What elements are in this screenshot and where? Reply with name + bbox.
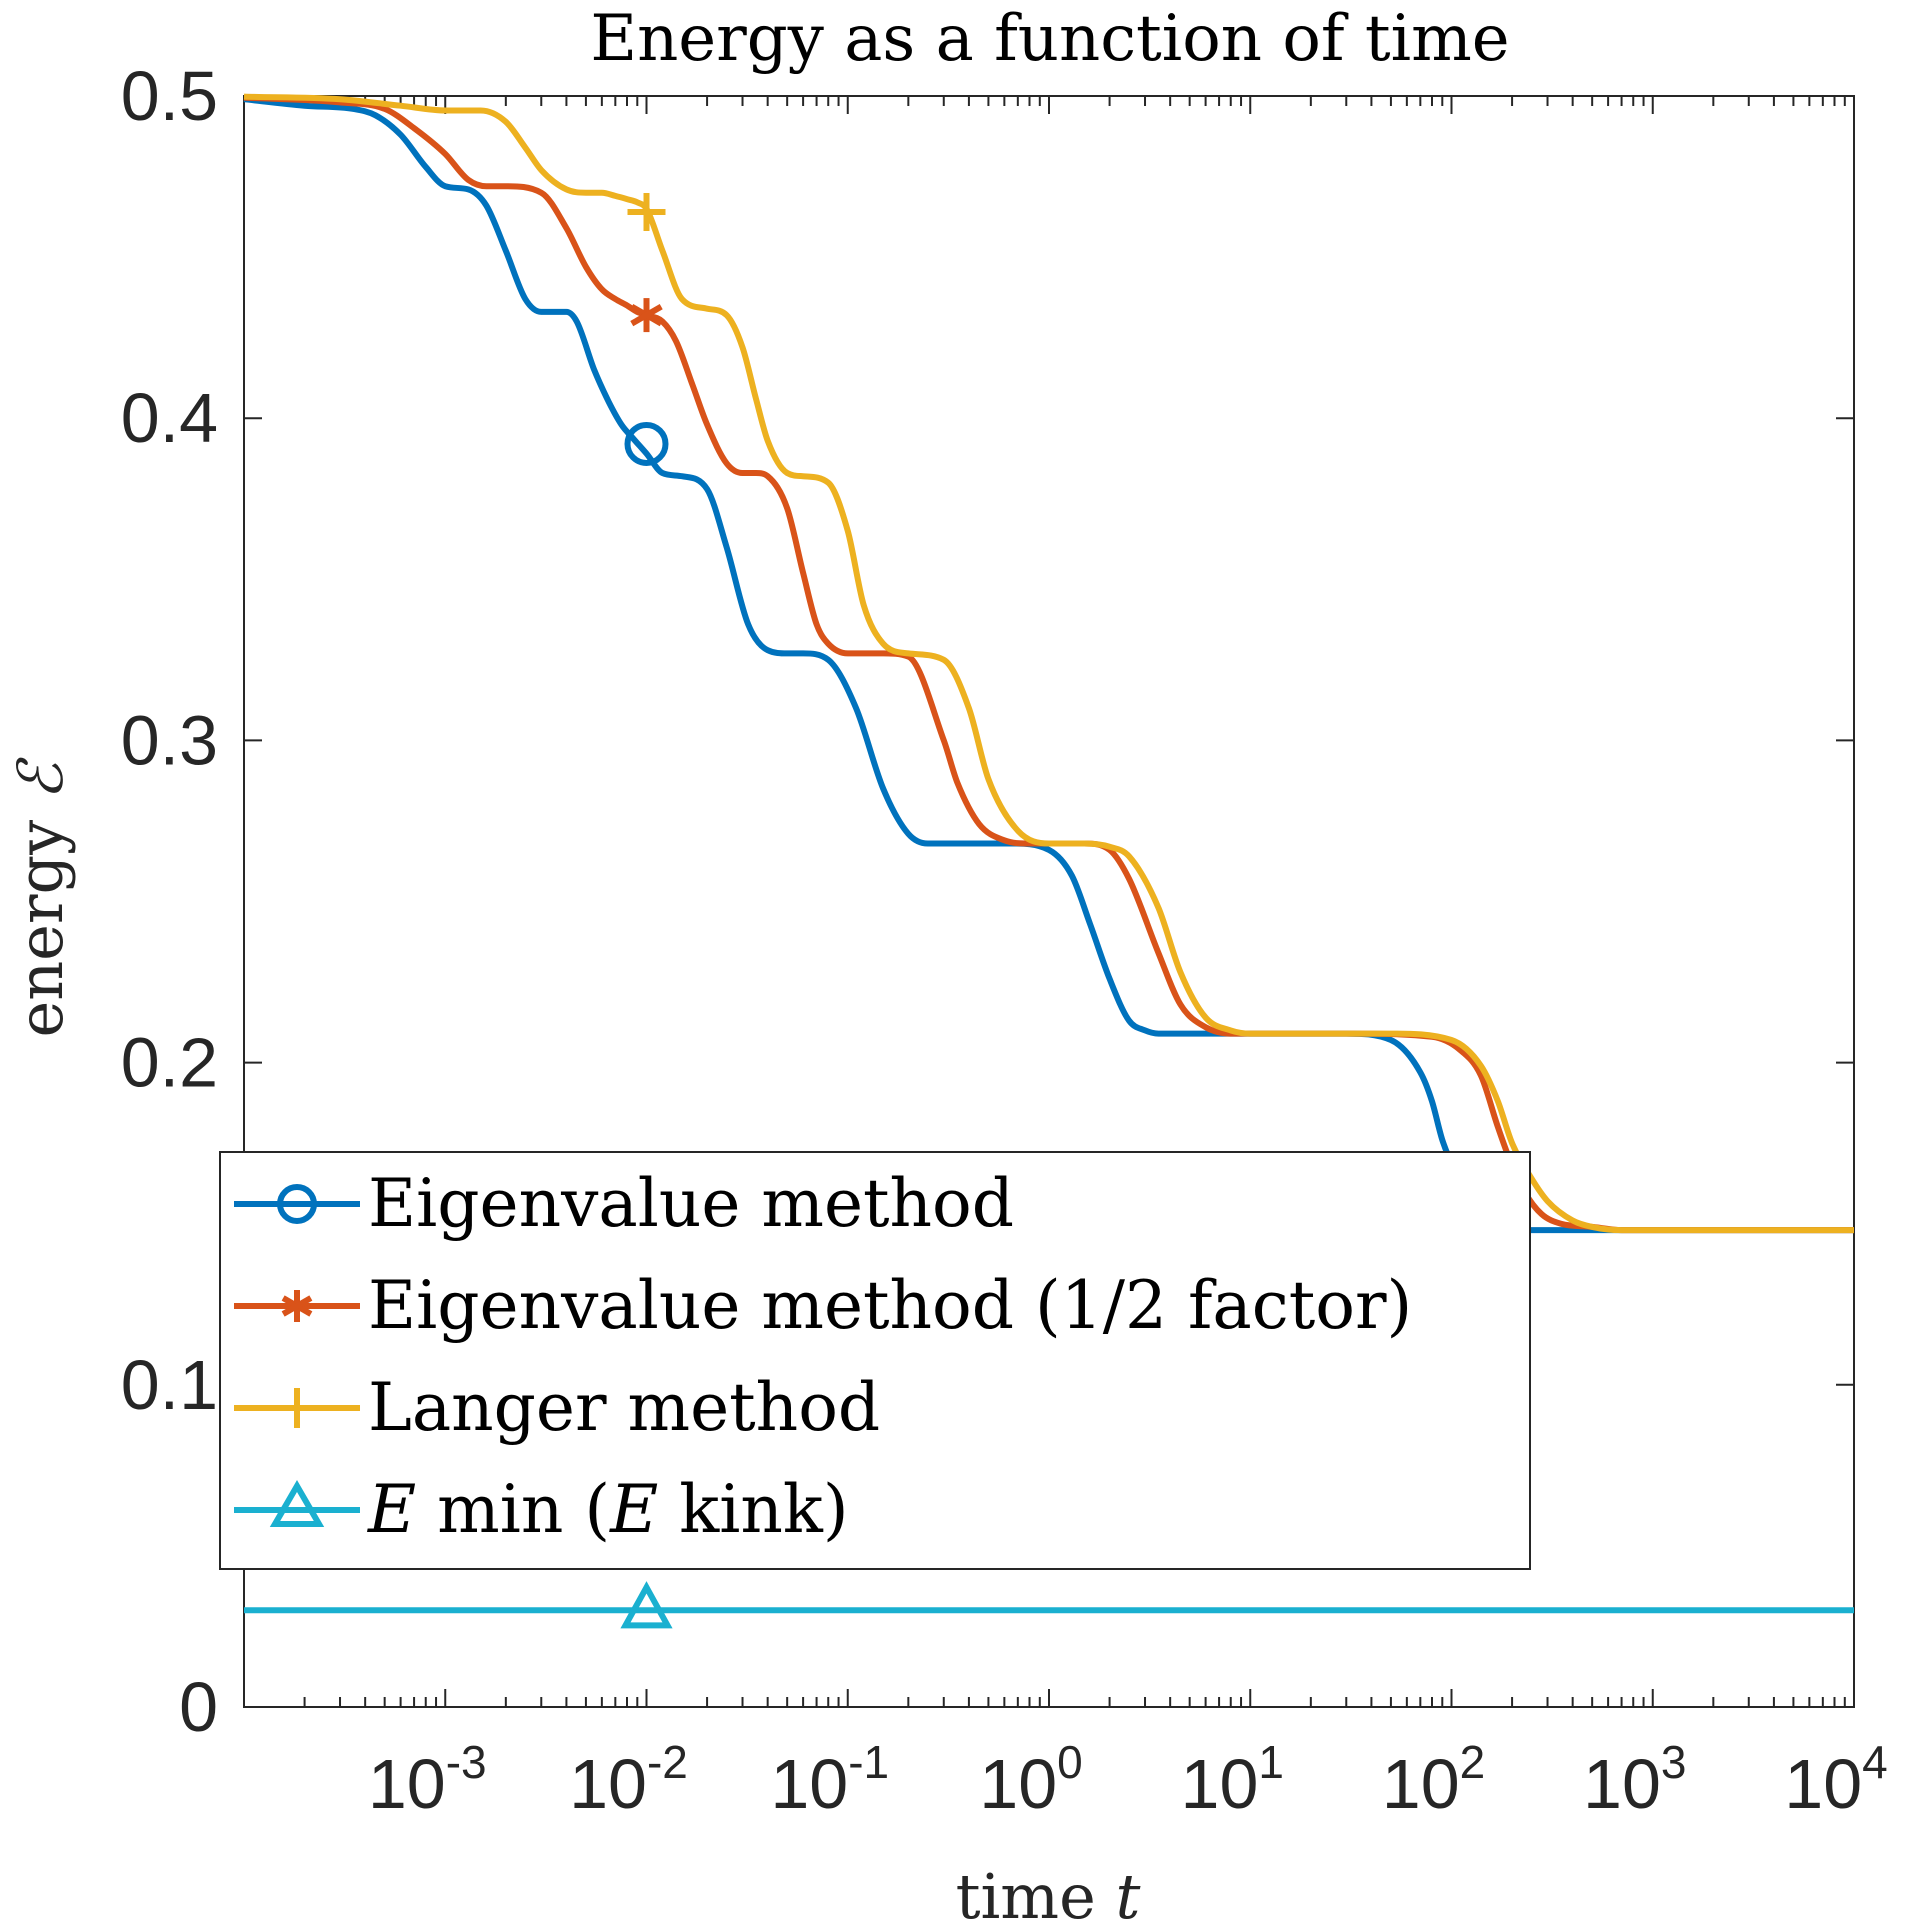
series-layer — [243, 93, 1854, 1629]
legend: Eigenvalue method Eigenvalue method (1/2… — [219, 1151, 1531, 1570]
x-tick-base: 10 — [569, 1745, 647, 1823]
series-eigenvalue-half — [243, 94, 1854, 1234]
x-tick-base: 10 — [1784, 1745, 1862, 1823]
y-tick-label: 0 — [179, 1668, 218, 1746]
legend-emin-text-2: kink) — [658, 1471, 848, 1548]
legend-label-eigenvalue: Eigenvalue method — [368, 1165, 1014, 1242]
x-tick-label: 101 — [1181, 1736, 1284, 1823]
y-tick-label: 0.5 — [121, 57, 218, 135]
x-tick-label: 10-2 — [569, 1736, 688, 1823]
x-tick-base: 10 — [1583, 1745, 1661, 1823]
y-axis-label: energy ℰ — [4, 757, 77, 1037]
x-tick-base: 10 — [1382, 1745, 1460, 1823]
legend-emin-var-1: E — [367, 1471, 416, 1548]
y-tick-label: 0.1 — [121, 1346, 218, 1424]
x-axis-label-var: t — [1116, 1860, 1141, 1929]
x-tick-labels: 10-3 10-2 10-1 100 101 102 103 104 — [368, 1736, 1888, 1823]
x-axis-label: time t — [956, 1860, 1141, 1929]
marker-plus-langer — [627, 192, 666, 231]
legend-emin-var-2: E — [609, 1471, 658, 1548]
series-eigenvalue — [243, 96, 1854, 1234]
legend-entry-emin: E min (E kink) — [234, 1471, 849, 1548]
legend-entry-langer: Langer method — [234, 1369, 880, 1446]
x-tick-label: 10-1 — [770, 1736, 889, 1823]
y-tick-label: 0.4 — [121, 379, 218, 457]
legend-entry-eigenvalue: Eigenvalue method — [234, 1165, 1014, 1242]
legend-emin-text-1: min ( — [416, 1471, 610, 1548]
x-tick-exponent: 1 — [1258, 1736, 1284, 1788]
axis-ticks — [243, 95, 1854, 1708]
marker-circle-eigenvalue — [624, 421, 669, 466]
legend-triangle-marker — [269, 1480, 325, 1527]
y-tick-label: 0.3 — [121, 701, 218, 779]
x-tick-exponent: 4 — [1862, 1736, 1888, 1788]
x-tick-label: 104 — [1784, 1736, 1887, 1823]
x-tick-label: 100 — [979, 1736, 1082, 1823]
y-tick-labels: 0 0.1 0.2 0.3 0.4 0.5 — [121, 57, 218, 1746]
legend-circle-marker — [277, 1184, 317, 1224]
x-tick-exponent: 3 — [1661, 1736, 1687, 1788]
x-axis-label-text: time — [956, 1860, 1096, 1929]
y-axis-label-var: ℰ — [4, 757, 77, 800]
x-tick-exponent: -3 — [446, 1736, 487, 1788]
y-tick-label: 0.2 — [121, 1024, 218, 1102]
x-tick-base: 10 — [770, 1745, 848, 1823]
x-tick-base: 10 — [1181, 1745, 1259, 1823]
x-tick-base: 10 — [368, 1745, 446, 1823]
y-axis-label-text: energy — [4, 820, 77, 1038]
x-tick-exponent: 2 — [1460, 1736, 1486, 1788]
x-tick-base: 10 — [979, 1745, 1057, 1823]
x-tick-exponent: -2 — [647, 1736, 688, 1788]
legend-label-eigenvalue-half: Eigenvalue method (1/2 factor) — [368, 1267, 1412, 1344]
x-tick-label: 103 — [1583, 1736, 1686, 1823]
chart-title: Energy as a function of time — [590, 2, 1509, 76]
marker-triangle-emin — [620, 1581, 673, 1629]
legend-asterisk-marker — [281, 1290, 313, 1322]
legend-entry-eigenvalue-half: Eigenvalue method (1/2 factor) — [234, 1267, 1412, 1344]
x-tick-label: 102 — [1382, 1736, 1485, 1823]
legend-label-emin: E min (E kink) — [367, 1471, 849, 1548]
series-langer — [243, 93, 1854, 1234]
x-tick-exponent: 0 — [1057, 1736, 1083, 1788]
legend-label-langer: Langer method — [368, 1369, 880, 1446]
legend-box — [219, 1151, 1531, 1570]
x-tick-exponent: -1 — [848, 1736, 889, 1788]
x-tick-label: 10-3 — [368, 1736, 487, 1823]
marker-asterisk-eigenvalue-half — [630, 298, 663, 333]
